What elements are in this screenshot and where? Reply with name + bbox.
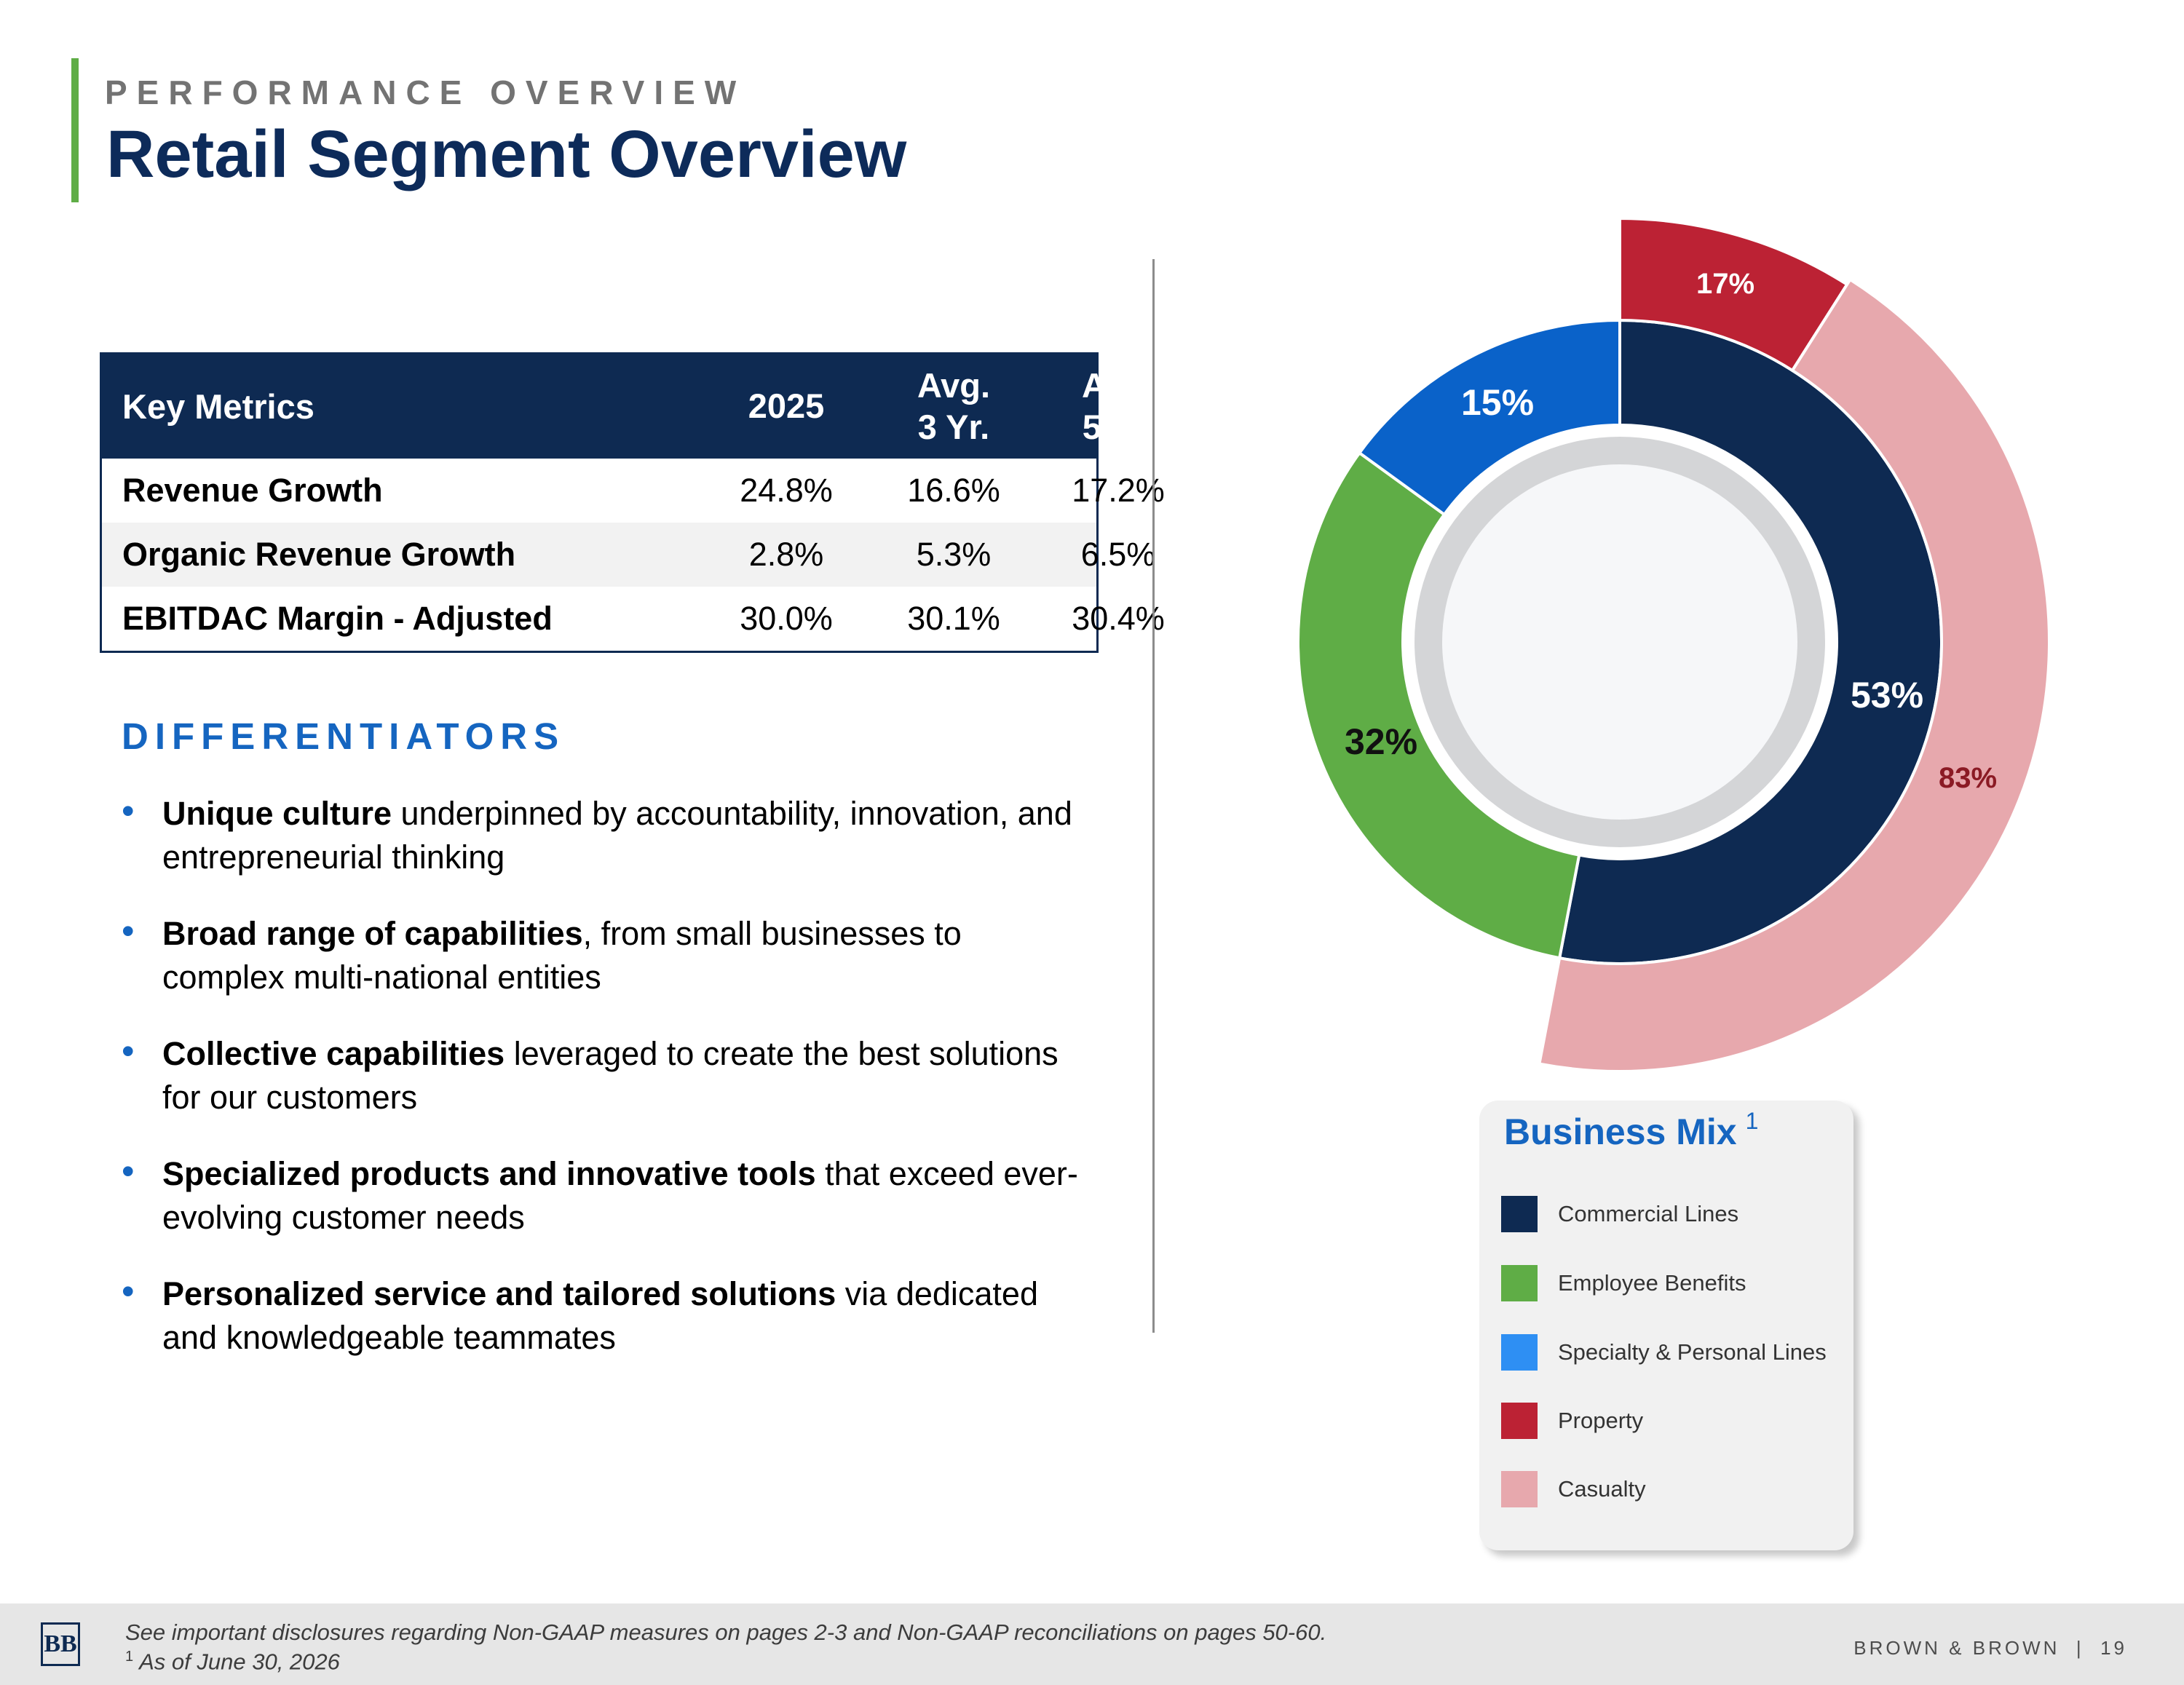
legend-label: Employee Benefits <box>1558 1270 1746 1296</box>
legend-swatch <box>1501 1196 1538 1232</box>
row-label: Revenue Growth <box>122 472 383 509</box>
bullet-text: underpinned by accountability, innovatio… <box>162 795 1072 876</box>
title-accent-bar <box>71 58 79 202</box>
legend-title-footnote: 1 <box>1745 1108 1759 1134</box>
legend-item-commercial-lines: Commercial Lines <box>1501 1195 1738 1233</box>
row-value-avg5: 17.2% <box>1072 472 1165 509</box>
brand-logo: BB <box>41 1622 80 1666</box>
row-label: Organic Revenue Growth <box>122 536 516 573</box>
brand-separator: | <box>2076 1637 2084 1659</box>
row-value-avg3: 30.1% <box>907 600 1000 637</box>
slice-employee-benefits <box>1297 451 1581 960</box>
differentiators-list: • Unique culture underpinned by accountab… <box>122 790 1090 1392</box>
row-value-2025: 30.0% <box>740 600 833 637</box>
page-title: Retail Segment Overview <box>106 117 907 191</box>
row-value-avg5: 6.5% <box>1080 536 1156 573</box>
differentiators-heading: DIFFERENTIATORS <box>122 715 566 757</box>
footnote: 1 As of June 30, 2026 <box>125 1649 340 1675</box>
bullet-icon: • <box>122 1271 135 1312</box>
list-item: • Unique culture underpinned by accountab… <box>122 790 1090 879</box>
bullet-icon: • <box>122 790 135 831</box>
bullet-bold: Unique culture <box>162 795 392 832</box>
legend-title-text: Business Mix <box>1504 1111 1737 1152</box>
row-value-avg3: 5.3% <box>916 536 992 573</box>
row-value-2025: 24.8% <box>740 472 833 509</box>
data-label-casualty: 83% <box>1939 762 1997 794</box>
section-eyebrow: PERFORMANCE OVERVIEW <box>105 74 746 111</box>
table-header-row: Key Metrics 2025 Avg. 3 Yr. Avg. 5 Yr. <box>102 354 1155 459</box>
bullet-bold: Broad range of capabilities <box>162 915 583 952</box>
list-item: • Personalized service and tailored solut… <box>122 1271 1090 1360</box>
donut-center-fill <box>1442 464 1797 820</box>
table-row: Organic Revenue Growth 2.8% 5.3% 6.5% <box>102 523 1155 587</box>
header-avg-5yr: Avg. 5 Yr. <box>1081 366 1155 446</box>
vertical-divider <box>1152 259 1155 1333</box>
slice-casualty <box>1538 277 2051 1073</box>
legend-label: Property <box>1558 1408 1644 1433</box>
footer-bar: BB See important disclosures regarding N… <box>0 1603 2184 1685</box>
legend-label: Specialty & Personal Lines <box>1558 1339 1827 1365</box>
bullet-icon: • <box>122 1151 135 1192</box>
legend-item-property: Property <box>1501 1402 1643 1440</box>
row-value-avg5: 30.4% <box>1072 600 1165 637</box>
legend-swatch <box>1501 1471 1538 1507</box>
bullet-text: leveraged to create the best solutions f… <box>162 1035 1059 1116</box>
non-gaap-disclosure: See important disclosures regarding Non-… <box>125 1619 1327 1645</box>
table-row: Revenue Growth 24.8% 16.6% 17.2% <box>102 459 1165 523</box>
footer-brand: BROWN & BROWN | 19 <box>1853 1637 2127 1660</box>
bullet-icon: • <box>122 911 135 951</box>
bullet-bold: Collective capabilities <box>162 1035 505 1072</box>
header-2025: 2025 <box>748 386 825 426</box>
legend-label: Casualty <box>1558 1476 1646 1502</box>
header-avg-3yr: Avg. 3 Yr. <box>917 366 991 446</box>
header-key-metrics: Key Metrics <box>122 387 314 426</box>
data-label-commercial-lines: 53% <box>1851 675 1923 715</box>
bullet-bold: Specialized products and innovative tool… <box>162 1155 816 1192</box>
legend-item-employee-benefits: Employee Benefits <box>1501 1264 1746 1302</box>
footnote-text: As of June 30, 2026 <box>139 1649 340 1675</box>
table-row: EBITDAC Margin - Adjusted 30.0% 30.1% 30… <box>102 587 1165 651</box>
brand-name: BROWN & BROWN <box>1853 1637 2060 1659</box>
list-item: • Collective capabilities leveraged to cr… <box>122 1031 1090 1119</box>
legend-title: Business Mix 1 <box>1504 1108 1759 1153</box>
business-mix-legend: Business Mix 1 Commercial Lines Employee … <box>1479 1101 1853 1550</box>
legend-swatch <box>1501 1265 1538 1301</box>
list-item: • Specialized products and innovative too… <box>122 1151 1090 1240</box>
bullet-icon: • <box>122 1031 135 1071</box>
legend-label: Commercial Lines <box>1558 1201 1739 1226</box>
business-mix-donut-chart: 53% 32% 15% 17% 83% <box>1297 216 2051 1073</box>
row-label: EBITDAC Margin - Adjusted <box>122 600 553 637</box>
page-number: 19 <box>2100 1637 2127 1659</box>
key-metrics-table: Key Metrics 2025 Avg. 3 Yr. Avg. 5 Yr. R… <box>100 352 1165 653</box>
data-label-employee-benefits: 32% <box>1345 721 1417 762</box>
row-value-2025: 2.8% <box>748 536 824 573</box>
data-label-specialty-personal-lines: 15% <box>1461 382 1534 423</box>
list-item: • Broad range of capabilities, from small… <box>122 911 1090 999</box>
data-label-property: 17% <box>1696 268 1754 300</box>
legend-swatch <box>1501 1403 1538 1439</box>
legend-swatch <box>1501 1334 1538 1371</box>
row-value-avg3: 16.6% <box>907 472 1000 509</box>
footnote-marker: 1 <box>125 1649 134 1665</box>
legend-item-specialty-personal-lines: Specialty & Personal Lines <box>1501 1333 1827 1371</box>
legend-item-casualty: Casualty <box>1501 1470 1646 1508</box>
bullet-text: that exceed ever-evolving customer needs <box>162 1155 1078 1236</box>
bullet-text: , from small businesses to complex multi… <box>162 915 962 996</box>
bullet-text: via dedicated and knowledgeable teammate… <box>162 1275 1038 1356</box>
bullet-bold: Personalized service and tailored soluti… <box>162 1275 836 1312</box>
